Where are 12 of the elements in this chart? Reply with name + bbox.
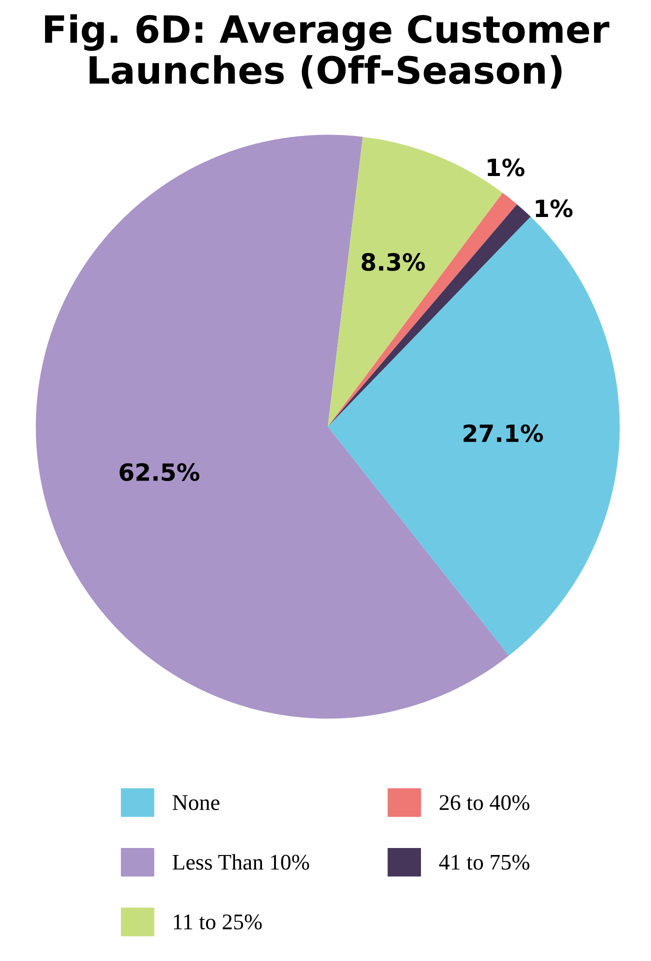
legend-label: 41 to 75%: [439, 854, 530, 870]
chart-title: Fig. 6D: Average Customer Launches (Off-Season): [45, 14, 610, 89]
legend-label: 26 to 40%: [440, 795, 530, 810]
data-label: 62.5%: [120, 463, 200, 482]
legend-label: None: [172, 795, 220, 810]
data-label: 27.1%: [464, 424, 543, 442]
pie-slice: [328, 216, 620, 656]
data-label: 1%: [488, 158, 524, 176]
data-label: 1%: [536, 199, 573, 218]
data-label: 8.3%: [362, 253, 425, 271]
legend-label: 11 to 25%: [174, 914, 262, 930]
legend-label: Less Than 10%: [172, 854, 310, 870]
